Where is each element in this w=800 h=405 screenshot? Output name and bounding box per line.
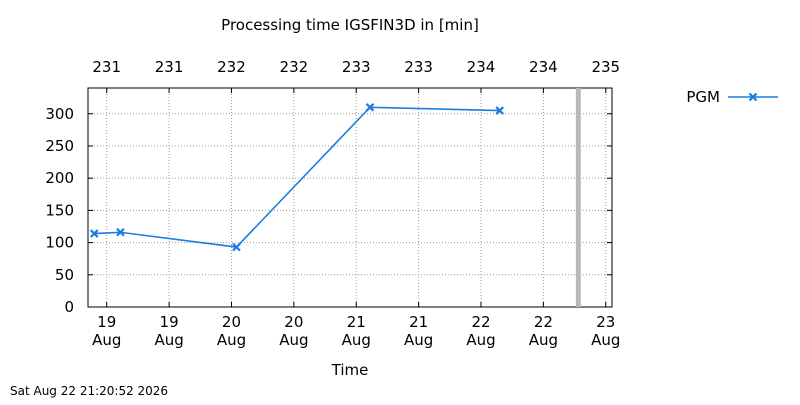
top-axis-tick-label: 233 (342, 58, 371, 76)
series-line-pgm (94, 106, 500, 248)
data-point-pgm (89, 229, 99, 238)
x-tick-label-month: Aug (342, 331, 371, 349)
footer-timestamp: Sat Aug 22 21:20:52 2026 (10, 384, 168, 398)
x-tick-label-month: Aug (92, 331, 121, 349)
y-tick-label: 150 (45, 201, 74, 219)
x-tick-label: 20 (284, 313, 303, 331)
x-tick-label-month: Aug (154, 331, 183, 349)
top-axis-tick-label: 232 (217, 58, 246, 76)
x-tick-label-month: Aug (217, 331, 246, 349)
x-tick-label-month: Aug (279, 331, 308, 349)
y-tick-label: 100 (45, 234, 74, 252)
y-tick-label: 300 (45, 105, 74, 123)
y-tick-label: 250 (45, 137, 74, 155)
x-tick-label-month: Aug (404, 331, 433, 349)
x-tick-label: 20 (222, 313, 241, 331)
y-tick-label: 50 (55, 266, 74, 284)
x-tick-label-month: Aug (529, 331, 558, 349)
data-point-pgm (495, 106, 504, 115)
top-axis-tick-label: 234 (529, 58, 558, 76)
x-tick-label-month: Aug (591, 331, 620, 349)
x-tick-label: 21 (409, 313, 428, 331)
x-tick-label: 21 (347, 313, 366, 331)
legend-label-pgm: PGM (686, 88, 720, 106)
data-point-pgm (116, 228, 125, 237)
top-axis-tick-label: 231 (92, 58, 121, 76)
x-tick-label-month: Aug (466, 331, 495, 349)
plot-frame (87, 87, 613, 308)
top-axis-tick-label: 231 (155, 58, 184, 76)
chart-title: Processing time IGSFIN3D in [min] (221, 16, 479, 34)
x-axis-label: Time (331, 361, 369, 379)
x-tick-label: 23 (596, 313, 615, 331)
top-axis-tick-label: 233 (404, 58, 433, 76)
legend-marker-pgm (748, 92, 758, 102)
x-tick-label: 22 (471, 313, 490, 331)
data-point-pgm (365, 103, 375, 112)
y-tick-label: 0 (64, 298, 74, 316)
x-tick-label: 19 (160, 313, 179, 331)
x-tick-label: 19 (97, 313, 116, 331)
data-point-pgm (232, 242, 241, 252)
y-tick-label: 200 (45, 169, 74, 187)
top-axis-tick-label: 235 (591, 58, 620, 76)
top-axis-tick-label: 232 (280, 58, 309, 76)
top-axis-tick-label: 234 (467, 58, 496, 76)
x-tick-label: 22 (534, 313, 553, 331)
